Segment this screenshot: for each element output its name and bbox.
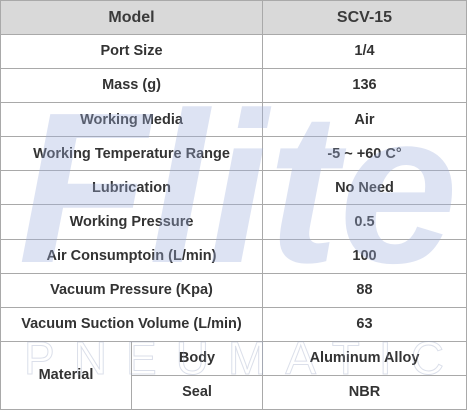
row-label: Working Pressure (0, 204, 263, 240)
row-value: 63 (262, 306, 467, 342)
table-row: Air Consumptoin (L/min) 100 (0, 238, 467, 274)
row-value: 136 (262, 68, 467, 104)
material-sub-value: NBR (262, 374, 467, 411)
material-sub-label: Seal (131, 374, 263, 411)
row-value: 88 (262, 272, 467, 308)
table-row: Vacuum Pressure (Kpa) 88 (0, 272, 467, 308)
row-value: Air (262, 102, 467, 138)
row-label: Vacuum Pressure (Kpa) (0, 272, 263, 308)
table-row: Seal NBR (1, 374, 467, 411)
row-label: Vacuum Suction Volume (L/min) (0, 306, 263, 342)
table-row: Vacuum Suction Volume (L/min) 63 (0, 306, 467, 342)
table-row: Working Temperature Range -5 ~ +60 C° (0, 136, 467, 172)
table-row: Working Media Air (0, 102, 467, 138)
material-sub-label: Body (131, 340, 263, 376)
row-label: Working Temperature Range (0, 136, 263, 172)
row-value: No Need (262, 170, 467, 206)
table-row: Material Body Aluminum Alloy (0, 340, 467, 411)
table-row: Working Pressure 0.5 (0, 204, 467, 240)
table-row: Mass (g) 136 (0, 68, 467, 104)
table-row: Lubrication No Need (0, 170, 467, 206)
table-row: Port Size 1/4 (0, 34, 467, 70)
material-sub-value: Aluminum Alloy (262, 340, 467, 376)
header-model-value: SCV-15 (262, 0, 467, 36)
material-label: Material (0, 340, 132, 411)
row-label: Port Size (0, 34, 263, 70)
row-label: Working Media (0, 102, 263, 138)
row-value: -5 ~ +60 C° (262, 136, 467, 172)
header-model: Model (0, 0, 263, 36)
row-value: 0.5 (262, 204, 467, 240)
row-label: Lubrication (0, 170, 263, 206)
row-value: 1/4 (262, 34, 467, 70)
row-value: 100 (262, 238, 467, 274)
row-label: Air Consumptoin (L/min) (0, 238, 263, 274)
row-label: Mass (g) (0, 68, 263, 104)
header-row: Model SCV-15 (0, 0, 467, 36)
